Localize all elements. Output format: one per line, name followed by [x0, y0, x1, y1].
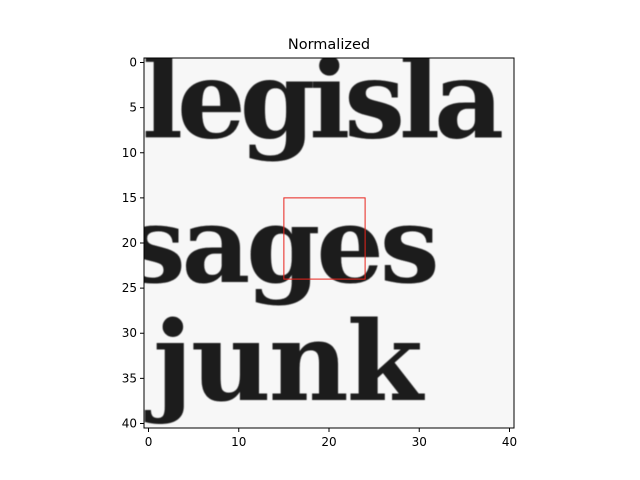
chart-title: Normalized — [288, 37, 370, 53]
crop-text-line: legisla — [142, 37, 502, 163]
y-tick-label: 15 — [122, 191, 137, 205]
x-tick-label: 40 — [502, 435, 517, 449]
x-tick-label: 10 — [231, 435, 246, 449]
y-tick-label: 5 — [129, 101, 137, 115]
x-tick-label: 0 — [145, 435, 153, 449]
x-tick-label: 30 — [412, 435, 427, 449]
y-tick-label: 25 — [122, 281, 137, 295]
y-tick-label: 35 — [122, 371, 137, 385]
highlight-box — [283, 197, 366, 280]
y-tick-label: 30 — [122, 326, 137, 340]
x-tick-label: 20 — [321, 435, 336, 449]
y-tick-label: 40 — [122, 416, 137, 430]
y-tick-label: 10 — [122, 146, 137, 160]
x-axis: 0 10 20 30 40 — [145, 428, 517, 449]
y-axis: 0 5 10 15 20 25 30 35 40 — [122, 56, 144, 430]
crop-text-line: junk — [144, 297, 426, 426]
y-tick-label: 20 — [122, 236, 137, 250]
y-tick-label: 0 — [129, 56, 137, 70]
crop-text-line: sages — [126, 182, 436, 307]
